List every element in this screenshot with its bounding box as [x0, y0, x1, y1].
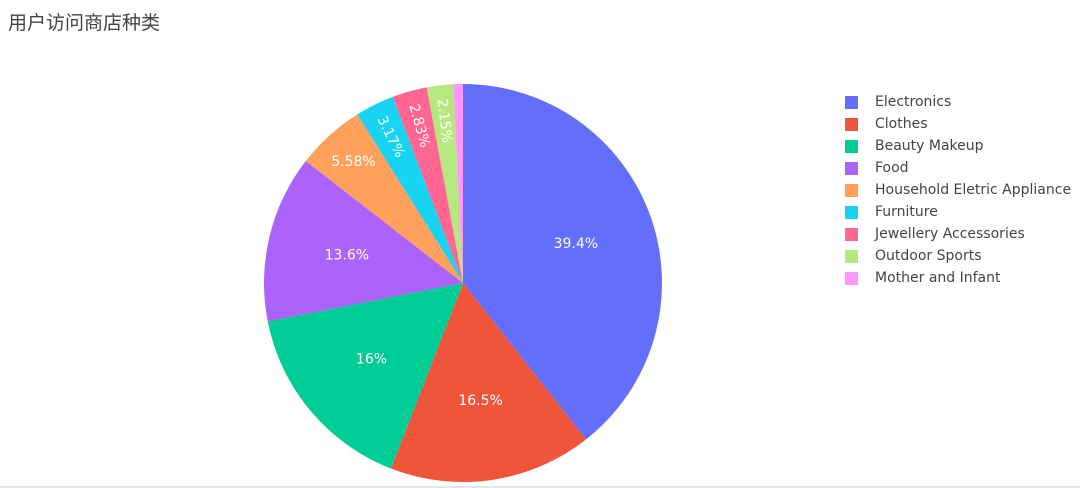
slice-label-household-eletric-appliance: 5.58% [331, 154, 375, 170]
legend-item-outdoor-sports[interactable]: Outdoor Sports [845, 245, 1071, 267]
pie-slice-outdoor-sports[interactable] [426, 84, 463, 283]
legend-label: Electronics [875, 94, 952, 110]
slice-label-beauty-makeup: 16% [356, 352, 387, 368]
slice-label-food: 13.6% [325, 247, 369, 263]
legend-label: Food [875, 160, 909, 176]
legend-swatch [845, 95, 858, 109]
legend-swatch [845, 205, 858, 219]
pie-slice-jewellery-accessories[interactable] [392, 87, 463, 283]
legend-item-furniture[interactable]: Furniture [845, 201, 1071, 223]
legend-item-electronics[interactable]: Electronics [845, 91, 1071, 113]
legend-item-mother-and-infant[interactable]: Mother and Infant [845, 267, 1071, 289]
legend: Electronics Clothes Beauty Makeup Food House… [845, 91, 1071, 289]
legend-label: Household Eletric Appliance [875, 182, 1072, 198]
slice-label-electronics: 39.4% [554, 236, 598, 252]
legend-item-clothes[interactable]: Clothes [845, 113, 1071, 135]
legend-item-household-eletric-appliance[interactable]: Household Eletric Appliance [845, 179, 1071, 201]
legend-item-food[interactable]: Food [845, 157, 1071, 179]
pie-slice-household-eletric-appliance[interactable] [305, 114, 463, 284]
bottom-divider [0, 486, 1080, 488]
pie-slice-food[interactable] [264, 161, 463, 322]
legend-swatch [845, 117, 858, 131]
legend-swatch [845, 161, 858, 175]
slice-label-clothes: 16.5% [458, 393, 502, 409]
legend-swatch [845, 271, 858, 285]
legend-swatch [845, 227, 858, 241]
legend-item-beauty-makeup[interactable]: Beauty Makeup [845, 135, 1071, 157]
legend-swatch [845, 183, 858, 197]
legend-label: Clothes [875, 116, 928, 132]
legend-label: Outdoor Sports [875, 248, 982, 264]
legend-swatch [845, 139, 858, 153]
legend-item-jewellery-accessories[interactable]: Jewellery Accessories [845, 223, 1071, 245]
legend-label: Beauty Makeup [875, 138, 984, 154]
pie-slice-mother-and-infant[interactable] [453, 84, 463, 283]
pie-slice-electronics[interactable] [463, 84, 663, 440]
legend-swatch [845, 249, 858, 263]
pie-slice-clothes[interactable] [390, 283, 586, 482]
legend-label: Mother and Infant [875, 270, 1001, 286]
pie-slice-beauty-makeup[interactable] [267, 283, 463, 469]
pie-slice-furniture[interactable] [357, 96, 463, 283]
legend-label: Furniture [875, 204, 938, 220]
legend-label: Jewellery Accessories [875, 226, 1025, 242]
pie-slices [264, 84, 663, 482]
slice-label-outdoor-sports: 2.15% [434, 98, 455, 144]
chart-title: 用户访问商店种类 [8, 12, 161, 34]
